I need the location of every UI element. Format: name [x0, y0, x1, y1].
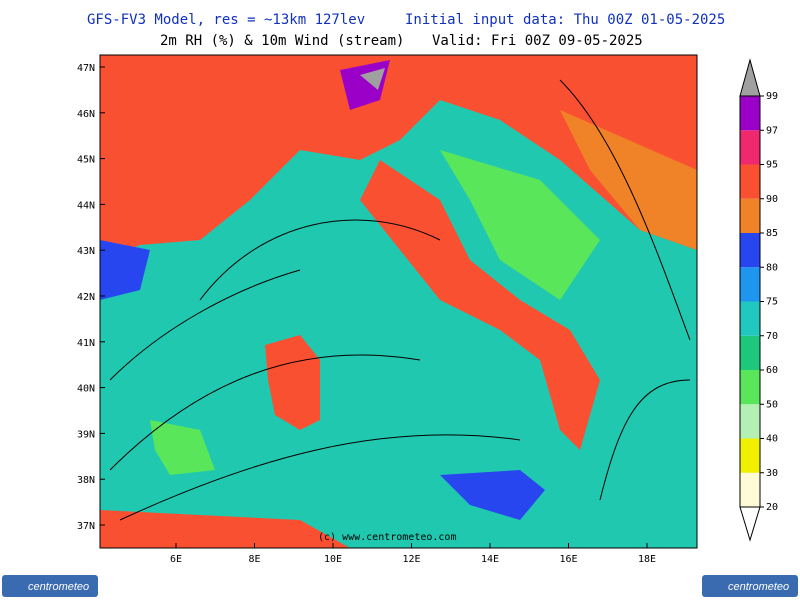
colorbar-label: 40 — [766, 434, 778, 445]
colorbar-arrow-low — [739, 506, 761, 542]
sardinia — [265, 335, 320, 430]
colorbar-band — [740, 301, 760, 336]
lyon-gulf — [100, 240, 150, 300]
lon-label: 18E — [638, 554, 656, 565]
lat-label: 46N — [77, 109, 95, 120]
logo: centrometeo centrometeo — [2, 575, 798, 597]
lat-label: 43N — [77, 246, 95, 257]
map: (c) www.centrometeo.com — [99, 54, 698, 549]
colorbar-band — [740, 472, 760, 507]
logo-text: centrometeo — [28, 581, 89, 593]
lon-label: 10E — [324, 554, 342, 565]
lat-label: 45N — [77, 155, 95, 166]
colorbar-label: 97 — [766, 125, 778, 136]
streamlines — [109, 79, 691, 521]
lat-label: 39N — [77, 429, 95, 440]
adriatic — [440, 150, 600, 300]
subtitle-left: 2m RH (%) & 10m Wind (stream) — [160, 33, 404, 49]
peninsula — [360, 160, 600, 450]
colorbar-band — [740, 404, 760, 439]
logo-text: centrometeo — [728, 581, 789, 593]
north-humid — [100, 55, 697, 260]
lat-label: 42N — [77, 292, 95, 303]
logo-box — [702, 575, 798, 597]
copyright: (c) www.centrometeo.com — [318, 532, 456, 543]
colorbar-label: 30 — [766, 468, 778, 479]
colorbar-band — [740, 267, 760, 302]
colorbar-band — [740, 198, 760, 233]
colorbar-arrow-high — [739, 58, 761, 97]
subtitle-right: Valid: Fri 00Z 09-05-2025 — [432, 33, 643, 49]
lon-label: 8E — [248, 554, 260, 565]
lat-label: 47N — [77, 63, 95, 74]
lon-label: 14E — [481, 554, 499, 565]
colorbar-label: 70 — [766, 331, 778, 342]
colorbar-band — [740, 130, 760, 165]
africa-coast — [100, 510, 350, 548]
frame — [99, 54, 698, 549]
lat-label: 41N — [77, 338, 95, 349]
colorbar-band — [740, 96, 760, 131]
alps-dry — [360, 68, 385, 90]
green-patch — [150, 420, 215, 475]
balkans — [560, 110, 697, 250]
colorbar-label: 99 — [766, 91, 778, 102]
colorbar-band — [740, 438, 760, 473]
colorbar-band — [740, 233, 760, 268]
lon-label: 16E — [559, 554, 577, 565]
sicily — [440, 470, 545, 520]
colorbar-label: 95 — [766, 160, 778, 171]
colorbar-label: 80 — [766, 262, 778, 273]
colorbar-band — [740, 370, 760, 405]
title-right: Initial input data: Thu 00Z 01-05-2025 — [405, 12, 725, 28]
colorbar-label: 60 — [766, 365, 778, 376]
lat-label: 38N — [77, 475, 95, 486]
colorbar-label: 50 — [766, 399, 778, 410]
colorbar-band — [740, 335, 760, 370]
colorbar-label: 85 — [766, 228, 778, 239]
lat-label: 37N — [77, 521, 95, 532]
colorbar-frame — [739, 95, 761, 508]
logo-box — [2, 575, 98, 597]
lat-label: 40N — [77, 384, 95, 395]
lat-label: 44N — [77, 200, 95, 211]
title-left: GFS-FV3 Model, res = ~13km 127lev — [87, 12, 365, 28]
colorbar-label: 90 — [766, 194, 778, 205]
colorbar-band — [740, 164, 760, 199]
colorbar-label: 20 — [766, 502, 778, 513]
lon-label: 6E — [170, 554, 182, 565]
lon-label: 12E — [402, 554, 420, 565]
colorbar-label: 75 — [766, 297, 778, 308]
